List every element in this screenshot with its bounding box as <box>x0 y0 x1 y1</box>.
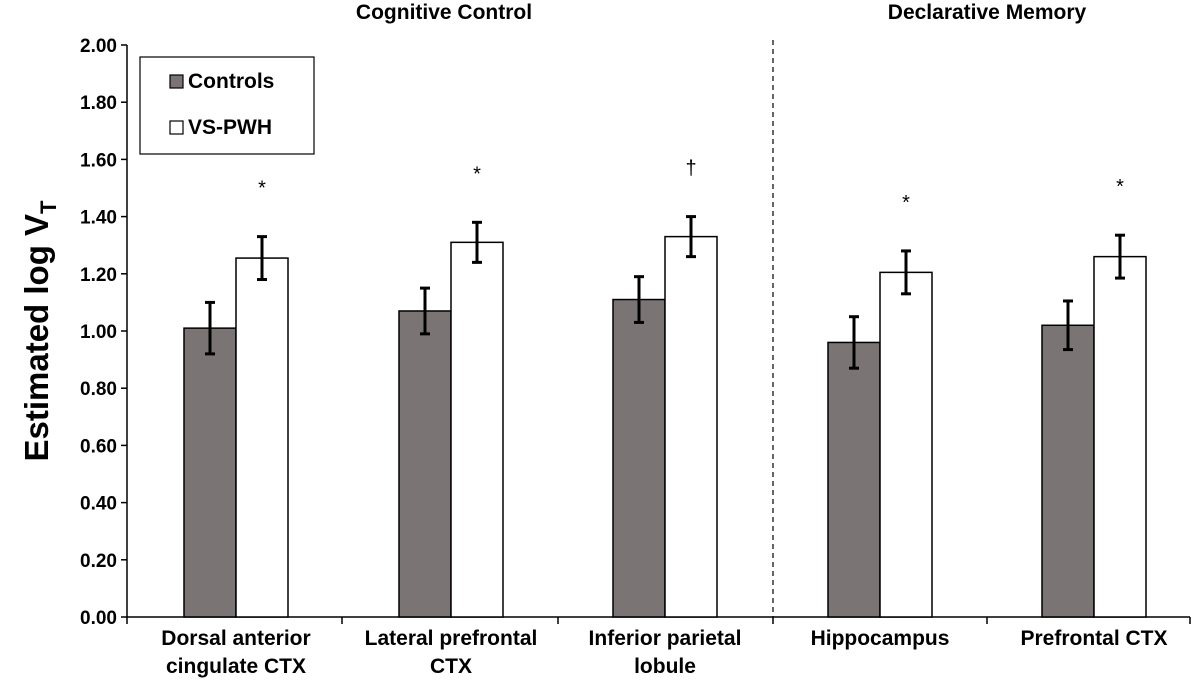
y-tick-label: 1.80 <box>80 93 117 114</box>
bar-vs-pwh <box>450 241 504 618</box>
category-label: cingulate CTX <box>166 655 306 678</box>
significance-marker: * <box>258 178 266 200</box>
category-label: Inferior parietal <box>589 627 742 650</box>
y-tick-label: 0.80 <box>80 379 117 400</box>
legend-swatch <box>169 74 184 89</box>
bar-controls <box>827 341 881 618</box>
bar-controls <box>183 327 237 618</box>
bar-vs-pwh <box>879 271 933 618</box>
legend-label: VS-PWH <box>188 116 272 139</box>
bar-controls <box>612 298 666 618</box>
group-label: Declarative Memory <box>888 1 1087 24</box>
significance-marker: * <box>473 163 481 185</box>
category-label: Hippocampus <box>811 627 950 650</box>
y-tick-label: 0.20 <box>80 551 117 572</box>
bar-vs-pwh <box>664 235 718 618</box>
significance-marker: * <box>1116 176 1124 198</box>
y-tick-label: 0.60 <box>80 436 117 457</box>
y-tick-label: 1.60 <box>80 150 117 171</box>
legend-label: Controls <box>188 70 274 93</box>
plot-area: 0.00 0.20 0.40 0.60 0.80 1.00 1.20 1.40 1.60 1.80… <box>18 1 1191 678</box>
category-label: Dorsal anterior <box>161 627 310 650</box>
y-axis-label-main: Estimated log V <box>18 214 55 462</box>
bar-vs-pwh <box>1093 255 1147 618</box>
legend-swatch <box>169 120 184 135</box>
significance-marker: † <box>685 158 696 180</box>
bar-controls <box>398 310 452 618</box>
y-tick-label: 1.20 <box>80 265 117 286</box>
y-axis-label: Estimated log VT <box>18 200 61 462</box>
category-label: CTX <box>430 655 472 678</box>
bar-controls <box>1041 324 1095 618</box>
y-tick-label: 0.00 <box>80 608 117 629</box>
y-tick-label: 0.40 <box>80 494 117 515</box>
y-axis-label-subscript: T <box>36 200 61 214</box>
group-label: Cognitive Control <box>356 1 532 24</box>
category-label: Prefrontal CTX <box>1020 627 1167 650</box>
category-label: lobule <box>634 655 696 678</box>
significance-marker: * <box>902 192 910 214</box>
category-label: Lateral prefrontal <box>365 627 538 650</box>
bar-vs-pwh <box>235 257 289 618</box>
y-tick-label: 1.00 <box>80 322 117 343</box>
y-tick-label: 1.40 <box>80 208 117 229</box>
y-tick-label: 2.00 <box>80 36 117 57</box>
legend-box <box>139 56 315 155</box>
